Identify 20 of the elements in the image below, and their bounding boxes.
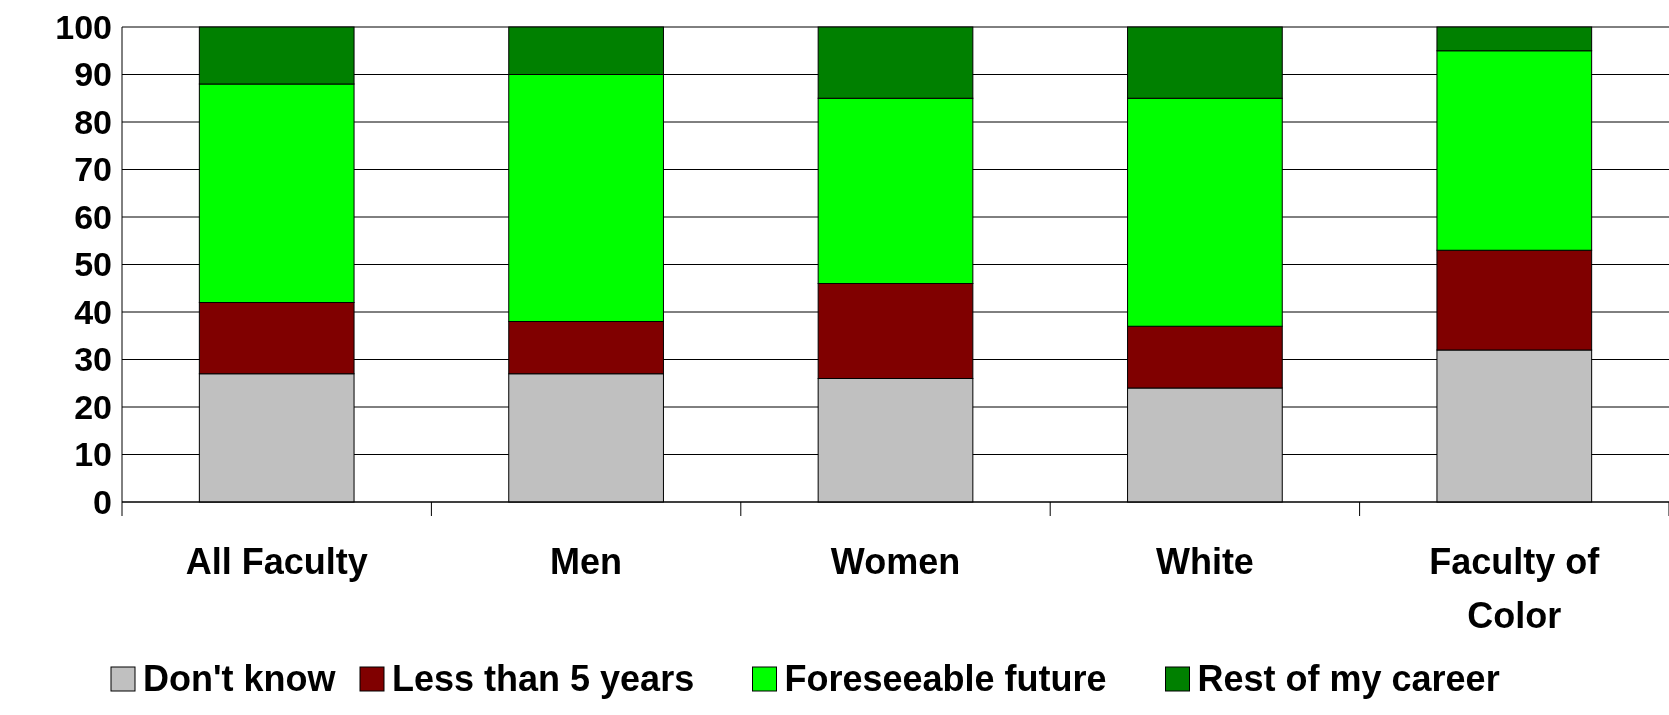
y-tick-label: 0 (93, 482, 112, 521)
y-tick-label: 30 (74, 340, 112, 379)
legend-label: Don't know (143, 658, 337, 699)
x-tick-label: White (1155, 541, 1254, 582)
legend-label: Rest of my career (1197, 658, 1500, 699)
y-tick-label: 100 (55, 7, 112, 46)
y-tick-label: 80 (74, 102, 112, 141)
x-tick-label: Women (830, 541, 961, 582)
y-tick-label: 50 (74, 245, 112, 284)
y-tick-label: 10 (74, 435, 112, 474)
legend-label: Less than 5 years (392, 658, 695, 699)
y-tick-label: 60 (74, 197, 112, 236)
legend-label: Foreseeable future (784, 658, 1107, 699)
y-tick-label: 90 (74, 55, 112, 94)
x-tick-label: All Faculty (185, 541, 368, 582)
x-tick-label: Men (550, 541, 623, 582)
y-tick-label: 40 (74, 292, 112, 331)
y-tick-label: 20 (74, 387, 112, 426)
y-tick-label: 70 (74, 150, 112, 189)
x-tick-label: Faculty of Color (1429, 541, 1601, 636)
